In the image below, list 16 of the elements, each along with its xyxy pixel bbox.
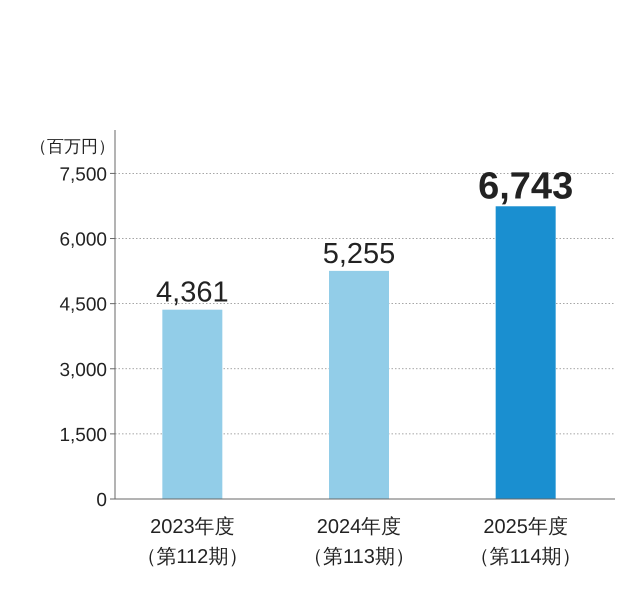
y-tick-label: 3,000 <box>59 360 107 381</box>
y-axis-title: （百万円） <box>30 137 115 156</box>
y-tick-label: 0 <box>96 490 107 511</box>
x-tick-label: 2024年度（第113期） <box>303 516 415 568</box>
y-tick-label: 7,500 <box>59 164 107 186</box>
y-tick-label: 1,500 <box>59 424 107 446</box>
data-label: 6,743 <box>478 165 574 208</box>
data-label: 4,361 <box>156 276 229 309</box>
x-tick-label: 2023年度（第112期） <box>136 516 248 568</box>
bar <box>162 310 222 499</box>
y-tick-label: 4,500 <box>59 294 107 316</box>
data-label: 5,255 <box>322 238 396 270</box>
bar <box>329 270 389 499</box>
x-tick-label: 2025年度（第114期） <box>470 516 582 568</box>
y-tick-label: 6,000 <box>59 230 107 251</box>
bar <box>496 206 556 499</box>
